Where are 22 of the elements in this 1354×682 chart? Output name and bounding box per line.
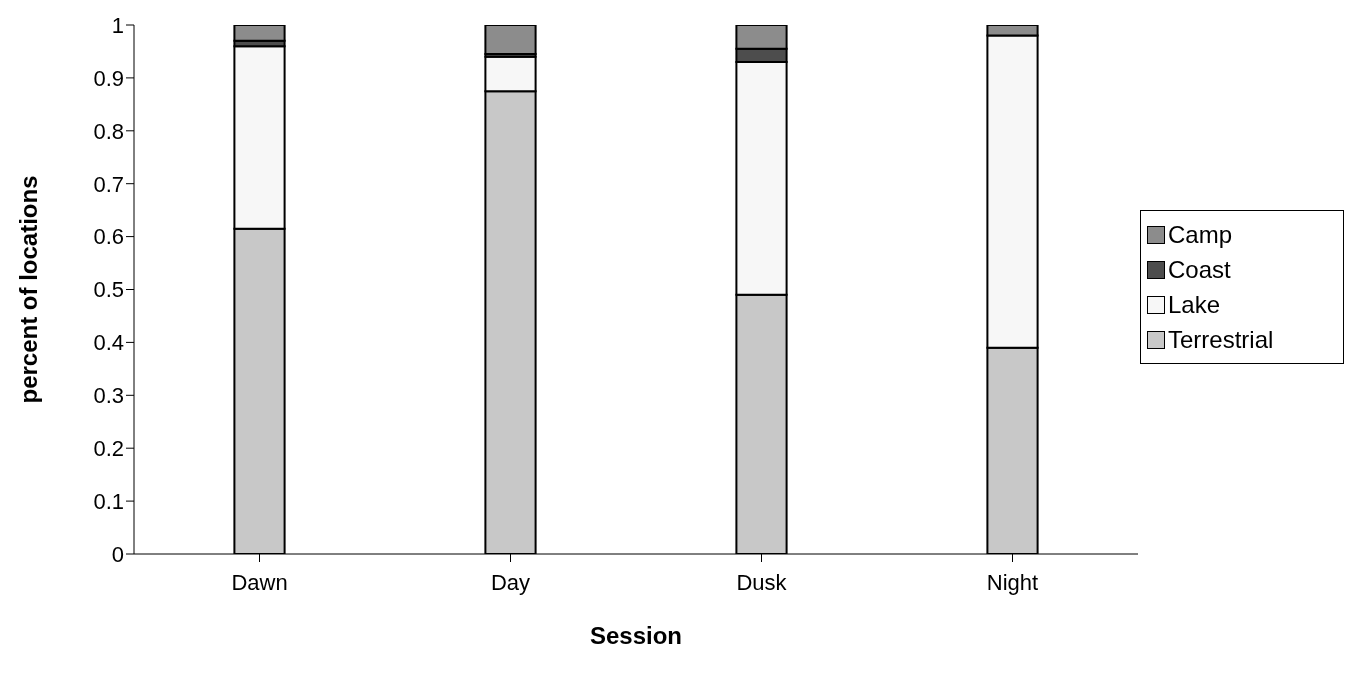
y-axis-title: percent of locations: [14, 175, 42, 404]
y-tick-label: 0.4: [93, 330, 124, 356]
y-tick-label: 0.8: [93, 118, 124, 144]
x-tick-label: Night: [986, 569, 1039, 595]
x-tick-label: Dusk: [736, 569, 788, 595]
legend-label: Lake: [1168, 290, 1221, 319]
y-tick-label: 0: [111, 541, 124, 567]
y-tick-label: 0.9: [93, 65, 124, 91]
x-tick-label: Dawn: [231, 569, 288, 595]
y-tick-label: 0.6: [93, 224, 124, 250]
legend-label: Terrestrial: [1168, 325, 1274, 354]
x-axis-title: Session: [589, 622, 683, 649]
y-tick-label: 0.7: [93, 171, 124, 197]
y-tick-label: 0.1: [93, 488, 124, 514]
y-tick-label: 1: [111, 12, 124, 38]
legend-label: Coast: [1168, 255, 1231, 284]
legend-label: Camp: [1168, 220, 1233, 249]
x-tick-label: Day: [490, 569, 531, 595]
y-tick-label: 0.5: [93, 277, 124, 303]
y-tick-label: 0.2: [93, 436, 124, 462]
bar: [484, 25, 537, 56]
y-tick-label: 0.3: [93, 383, 124, 409]
